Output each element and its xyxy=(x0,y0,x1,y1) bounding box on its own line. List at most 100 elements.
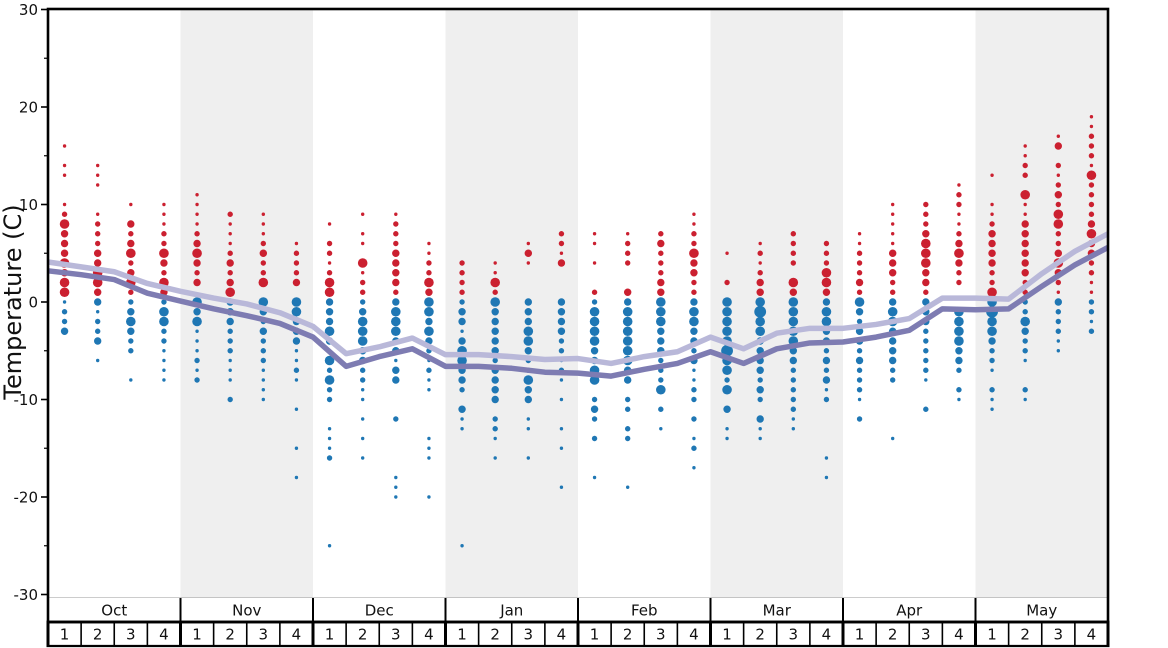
max-temp-dot xyxy=(128,260,134,266)
max-temp-dot xyxy=(922,278,930,287)
week-cell-label: 4 xyxy=(159,626,169,644)
max-temp-dot xyxy=(1056,173,1061,177)
max-temp-dot xyxy=(293,270,300,276)
week-cell-label: 3 xyxy=(921,626,931,644)
max-temp-dot xyxy=(592,232,597,236)
min-temp-dot xyxy=(558,338,565,344)
max-temp-dot xyxy=(95,183,100,187)
max-temp-dot xyxy=(128,289,134,295)
min-temp-dot xyxy=(887,306,898,317)
min-temp-dot xyxy=(392,376,400,384)
max-temp-dot xyxy=(392,249,400,257)
min-temp-dot xyxy=(1022,309,1028,315)
min-temp-dot xyxy=(989,348,995,354)
min-temp-dot xyxy=(492,416,498,422)
max-temp-dot xyxy=(194,270,200,276)
y-axis-title: Temperature (C) xyxy=(0,204,27,400)
max-temp-dot xyxy=(689,248,699,259)
week-cell-label: 3 xyxy=(391,626,401,644)
min-temp-dot xyxy=(922,298,930,306)
min-temp-dot xyxy=(194,377,200,383)
max-temp-dot xyxy=(326,250,333,256)
max-temp-dot xyxy=(658,260,664,266)
max-temp-dot xyxy=(923,211,929,217)
min-temp-dot xyxy=(459,387,465,393)
max-temp-dot xyxy=(259,249,268,257)
min-temp-dot xyxy=(757,377,763,383)
max-temp-dot xyxy=(558,240,565,247)
max-temp-dot xyxy=(95,163,100,168)
max-temp-dot xyxy=(227,250,233,256)
week-cell-label: 4 xyxy=(424,626,434,644)
min-temp-dot xyxy=(294,378,299,382)
min-temp-dot xyxy=(954,316,964,327)
min-temp-dot xyxy=(460,329,464,333)
min-temp-dot xyxy=(557,298,566,306)
min-temp-dot xyxy=(128,348,134,354)
min-temp-dot xyxy=(162,349,166,353)
max-temp-dot xyxy=(526,261,531,265)
min-temp-dot xyxy=(458,337,466,345)
month-cell xyxy=(313,598,446,622)
min-temp-dot xyxy=(558,348,565,354)
week-cell-label: 4 xyxy=(689,626,699,644)
min-temp-dot xyxy=(458,376,466,384)
min-temp-dot xyxy=(990,368,994,372)
min-temp-dot xyxy=(490,297,500,307)
min-temp-dot xyxy=(956,367,962,373)
month-cell xyxy=(48,598,181,622)
min-temp-dot xyxy=(824,456,829,460)
min-temp-dot xyxy=(657,337,665,345)
min-temp-dot xyxy=(658,377,664,383)
max-temp-dot xyxy=(260,240,267,247)
max-temp-dot xyxy=(426,260,432,266)
min-temp-dot xyxy=(1054,298,1063,306)
max-temp-dot xyxy=(1023,202,1027,207)
max-temp-dot xyxy=(890,212,895,216)
min-temp-dot xyxy=(161,299,167,305)
min-temp-dot xyxy=(1088,299,1095,305)
max-temp-dot xyxy=(392,259,400,267)
min-temp-dot xyxy=(424,306,434,317)
week-cell-label: 1 xyxy=(325,626,335,644)
min-temp-dot xyxy=(159,316,169,327)
max-temp-dot xyxy=(989,279,995,286)
min-temp-dot xyxy=(524,386,533,394)
max-temp-dot xyxy=(1021,230,1029,238)
max-temp-dot xyxy=(129,202,133,207)
min-temp-dot xyxy=(1021,327,1029,335)
max-temp-dot xyxy=(1088,143,1095,149)
max-temp-dot xyxy=(62,163,67,168)
min-temp-dot xyxy=(624,435,631,442)
max-temp-dot xyxy=(1021,220,1029,228)
min-temp-dot xyxy=(294,358,299,363)
min-temp-dot xyxy=(324,326,335,337)
min-temp-dot xyxy=(656,306,666,317)
min-temp-dot xyxy=(162,368,166,372)
min-temp-dot xyxy=(392,298,400,306)
max-temp-dot xyxy=(823,260,830,266)
max-temp-dot xyxy=(227,270,233,276)
min-temp-dot xyxy=(460,417,464,421)
min-temp-dot xyxy=(460,544,464,548)
max-temp-dot xyxy=(326,240,333,247)
min-temp-dot xyxy=(491,376,499,384)
max-temp-dot xyxy=(757,270,763,276)
min-temp-dot xyxy=(589,326,600,337)
max-temp-dot xyxy=(161,240,167,247)
min-temp-dot xyxy=(888,356,897,365)
min-temp-dot xyxy=(756,366,764,374)
month-cell-label: Apr xyxy=(896,602,923,620)
min-temp-dot xyxy=(325,317,334,326)
min-temp-dot xyxy=(591,299,598,305)
min-temp-dot xyxy=(1020,316,1030,327)
max-temp-dot xyxy=(987,287,997,298)
min-temp-dot xyxy=(228,358,232,363)
min-temp-dot xyxy=(491,386,499,394)
week-cell-label: 1 xyxy=(855,626,865,644)
week-cell-label: 3 xyxy=(524,626,534,644)
min-temp-dot xyxy=(493,436,497,441)
max-temp-dot xyxy=(692,212,696,216)
min-temp-dot xyxy=(129,378,133,382)
min-temp-dot xyxy=(590,347,599,355)
